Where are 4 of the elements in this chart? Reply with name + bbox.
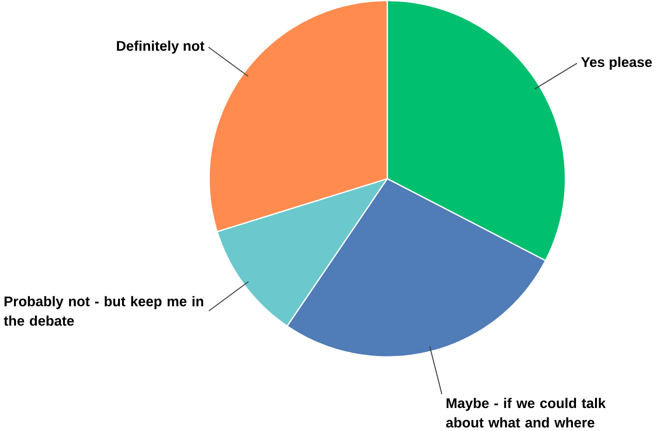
slice-label: Yes please <box>581 56 652 70</box>
slice-label: Definitely not <box>116 40 204 54</box>
slice-label: Probably not - but keep me in the debate <box>4 296 204 326</box>
slice-label: Maybe - if we could talk about what and where <box>446 398 606 428</box>
